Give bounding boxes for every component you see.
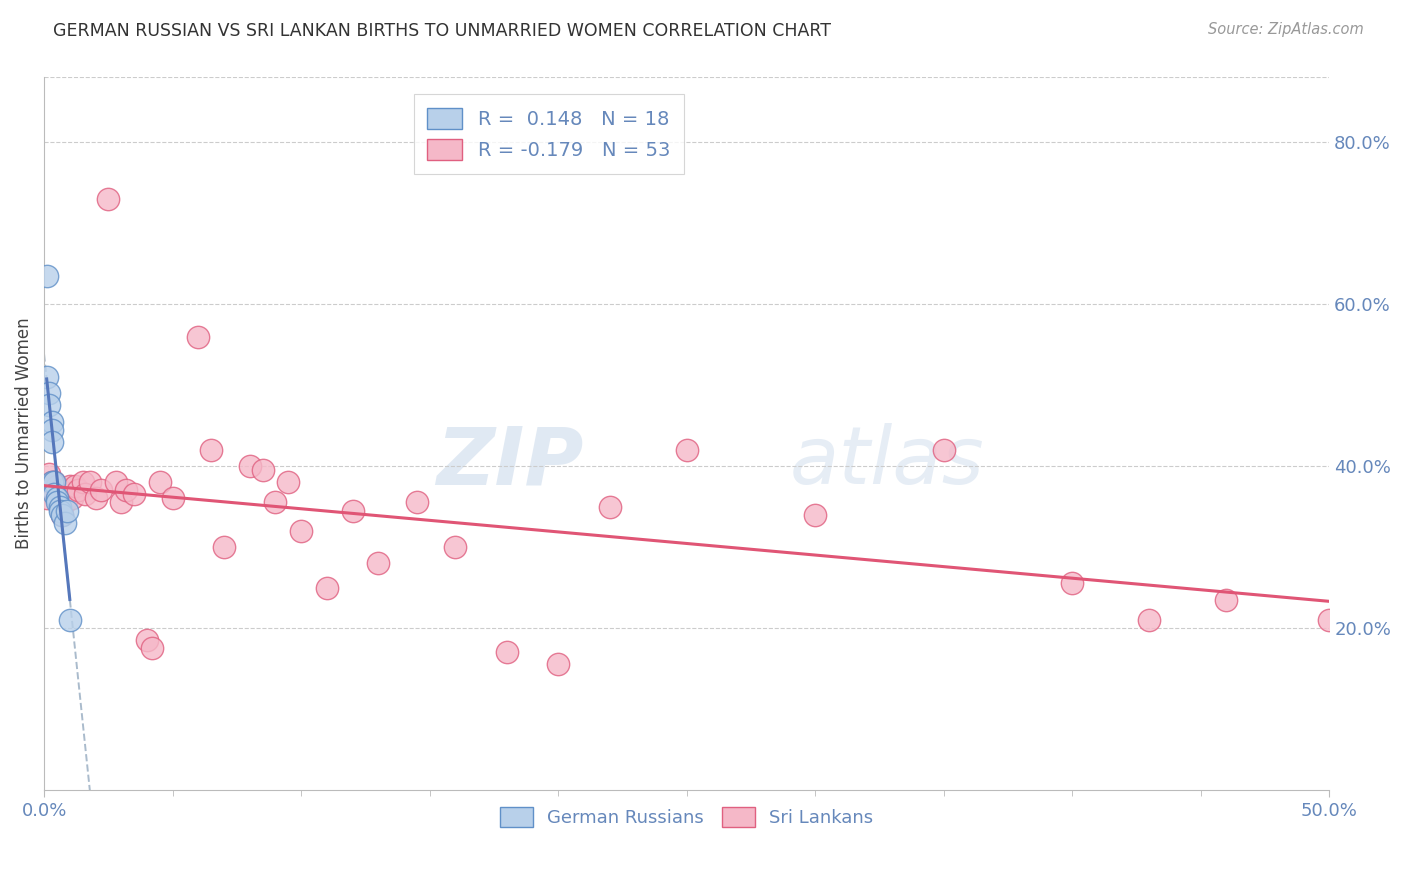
Point	[63, 479, 86, 493]
Point	[41, 483, 63, 498]
Point	[315, 581, 337, 595]
Point	[46, 491, 69, 506]
Point	[59, 479, 82, 493]
Point	[444, 540, 467, 554]
Point	[38, 467, 60, 482]
Point	[72, 475, 94, 490]
Point	[277, 475, 299, 490]
Point	[41, 475, 63, 490]
Point	[48, 495, 70, 509]
Point	[38, 386, 60, 401]
Point	[46, 495, 69, 509]
Y-axis label: Births to Unmarried Women: Births to Unmarried Women	[15, 318, 32, 549]
Point	[44, 475, 66, 490]
Point	[60, 491, 83, 506]
Point	[35, 370, 58, 384]
Point	[149, 475, 172, 490]
Point	[35, 268, 58, 283]
Point	[162, 491, 184, 506]
Point	[1215, 592, 1237, 607]
Point	[51, 508, 73, 522]
Point	[53, 516, 76, 530]
Point	[115, 483, 138, 498]
Point	[252, 463, 274, 477]
Point	[1317, 613, 1340, 627]
Text: ZIP: ZIP	[436, 423, 583, 501]
Point	[290, 524, 312, 538]
Point	[53, 495, 76, 509]
Point	[35, 491, 58, 506]
Point	[1137, 613, 1160, 627]
Point	[141, 641, 163, 656]
Point	[66, 483, 89, 498]
Point	[1062, 576, 1084, 591]
Point	[105, 475, 128, 490]
Point	[599, 500, 621, 514]
Point	[59, 613, 82, 627]
Point	[41, 434, 63, 449]
Point	[41, 475, 63, 490]
Point	[804, 508, 827, 522]
Text: atlas: atlas	[790, 423, 984, 501]
Point	[75, 487, 97, 501]
Point	[84, 491, 107, 506]
Text: GERMAN RUSSIAN VS SRI LANKAN BIRTHS TO UNMARRIED WOMEN CORRELATION CHART: GERMAN RUSSIAN VS SRI LANKAN BIRTHS TO U…	[53, 22, 831, 40]
Point	[44, 487, 66, 501]
Point	[264, 495, 287, 509]
Point	[405, 495, 427, 509]
Point	[48, 500, 70, 514]
Point	[51, 508, 73, 522]
Point	[187, 329, 209, 343]
Point	[56, 503, 79, 517]
Point	[675, 442, 697, 457]
Point	[44, 475, 66, 490]
Point	[200, 442, 222, 457]
Legend: German Russians, Sri Lankans: German Russians, Sri Lankans	[494, 800, 880, 834]
Point	[495, 645, 517, 659]
Point	[41, 423, 63, 437]
Point	[135, 633, 157, 648]
Point	[547, 657, 569, 672]
Point	[342, 503, 364, 517]
Text: Source: ZipAtlas.com: Source: ZipAtlas.com	[1208, 22, 1364, 37]
Point	[48, 483, 70, 498]
Point	[38, 398, 60, 412]
Point	[367, 556, 389, 570]
Point	[110, 495, 132, 509]
Point	[932, 442, 955, 457]
Point	[90, 483, 112, 498]
Point	[239, 458, 262, 473]
Point	[48, 503, 70, 517]
Point	[122, 487, 145, 501]
Point	[97, 192, 120, 206]
Point	[56, 491, 79, 506]
Point	[79, 475, 101, 490]
Point	[41, 415, 63, 429]
Point	[212, 540, 235, 554]
Point	[46, 479, 69, 493]
Point	[46, 491, 69, 506]
